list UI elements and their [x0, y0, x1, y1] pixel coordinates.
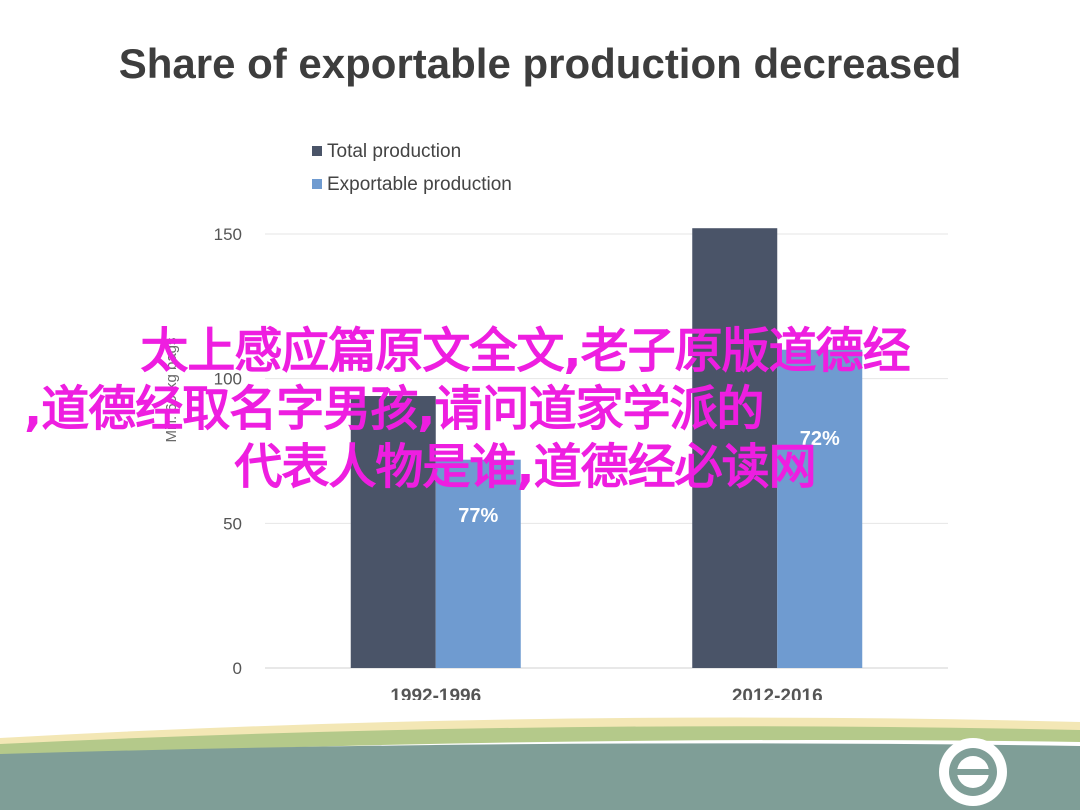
legend-swatch: [312, 179, 322, 189]
data-label: 72%: [800, 428, 840, 450]
watermark-line-3: 代表人物是谁,道德经必读网: [234, 439, 816, 495]
legend-label: Total production: [327, 141, 461, 162]
y-axis-label: Mill. 60-kg bags: [163, 337, 180, 442]
footer-yellow-stripe: [0, 717, 1080, 750]
slide-title: Share of exportable production decreased: [118, 40, 962, 87]
bars: 77% 72%: [350, 228, 863, 669]
x-axis-ticks: 1992-1996 2012-2016: [390, 686, 822, 700]
circle-logo-icon: [939, 738, 1007, 806]
watermark-line-2: ,道德经取名字男孩,请问道家学派的: [24, 381, 764, 437]
bar-total-1: [692, 228, 778, 669]
footer-band: [0, 717, 1080, 810]
y-tick-label: 150: [214, 225, 242, 244]
data-label: 77%: [458, 505, 498, 527]
watermark-overlay: 太上感应篇原文全文,老子原版道德经 ,道德经取名字男孩,请问道家学派的 代表人物…: [20, 322, 1030, 496]
footer-teal-band: [0, 743, 1080, 810]
bar-chart: 0 50 100 150 Mill. 60-kg bags 77% 72% 1992-1…: [163, 141, 948, 700]
footer-green-stripe: [0, 726, 1080, 758]
x-tick-label: 1992-1996: [390, 686, 481, 700]
y-tick-label: 50: [223, 514, 242, 533]
bar-exportable-1: [777, 349, 863, 668]
y-tick-label: 100: [214, 370, 242, 389]
legend: Total production Exportable production: [312, 141, 512, 195]
watermark-line-1: 太上感应篇原文全文,老子原版道德经: [140, 323, 910, 379]
y-axis-ticks: 0 50 100 150: [214, 225, 242, 678]
y-tick-label: 0: [233, 659, 242, 678]
bar-exportable-0: [435, 459, 521, 668]
x-tick-label: 2012-2016: [732, 686, 823, 700]
bar-total-0: [350, 396, 436, 668]
legend-swatch: [312, 146, 322, 156]
legend-label: Exportable production: [327, 174, 512, 195]
